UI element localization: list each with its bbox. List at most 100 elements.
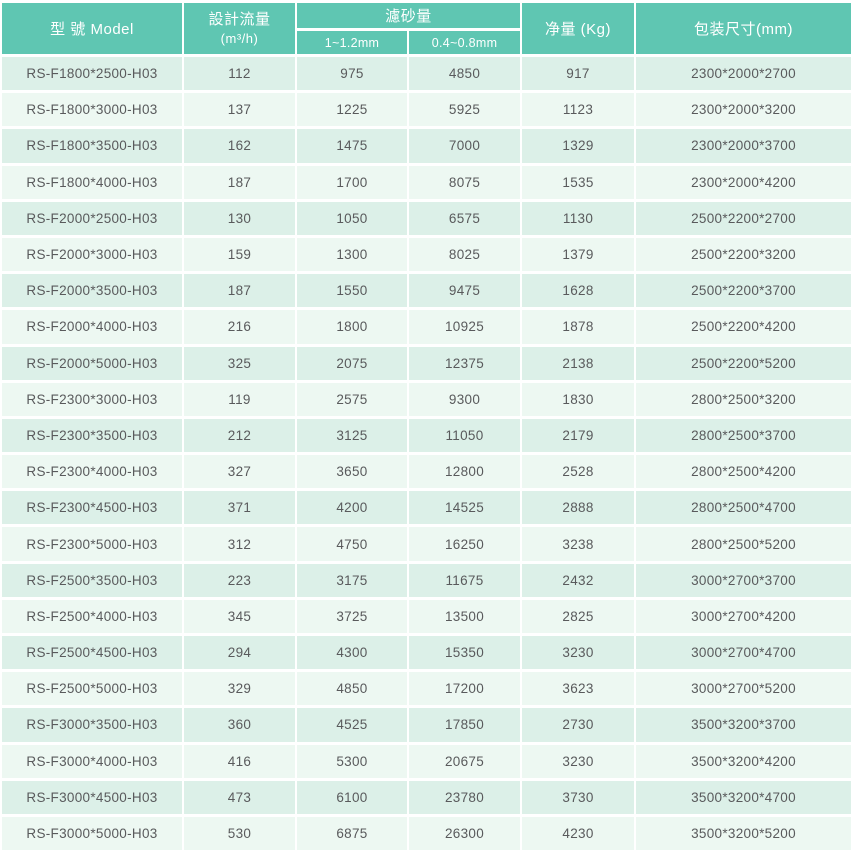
cell-sand-1-1-2mm: 1475 (295, 126, 409, 166)
cell-design-flow: 119 (182, 379, 297, 419)
cell-design-flow: 360 (182, 705, 297, 745)
design-flow-label: 設計流量 (208, 10, 271, 28)
cell-package-size: 3000*2700*4700 (634, 632, 851, 673)
cell-sand-0-4-0-8mm: 23780 (406, 777, 523, 817)
table-row: RS-F3000*3500-H03 360 4525 17850 2730 3500*32… (0, 705, 851, 745)
col-header-model: 型 號 Model (0, 0, 184, 57)
cell-package-size: 2500*2200*3700 (634, 271, 851, 311)
table-row: RS-F2500*4000-H03 345 3725 13500 2825 3000*27… (0, 596, 851, 637)
cell-sand-1-1-2mm: 2075 (295, 343, 409, 383)
cell-sand-1-1-2mm: 4850 (295, 669, 409, 709)
cell-sand-0-4-0-8mm: 9475 (406, 271, 523, 311)
table-row: RS-F2500*4500-H03 294 4300 15350 3230 3000*27… (0, 632, 851, 673)
cell-sand-0-4-0-8mm: 11675 (406, 560, 523, 600)
cell-sand-1-1-2mm: 6875 (295, 813, 409, 851)
cell-package-size: 2800*2500*3700 (634, 415, 851, 456)
cell-package-size: 2300*2000*2700 (634, 53, 851, 94)
col-header-package-size: 包装尺寸(mm) (634, 0, 851, 57)
cell-sand-0-4-0-8mm: 14525 (406, 488, 523, 528)
cell-net-weight: 3238 (520, 524, 637, 564)
cell-model: RS-F3000*5000-H03 (0, 813, 184, 851)
cell-net-weight: 2730 (520, 705, 637, 745)
design-flow-unit: (m³/h) (220, 30, 259, 46)
cell-net-weight: 2825 (520, 596, 637, 637)
cell-net-weight: 1535 (520, 162, 637, 202)
cell-design-flow: 212 (182, 415, 297, 456)
cell-model: RS-F2500*3500-H03 (0, 560, 184, 600)
cell-sand-0-4-0-8mm: 16250 (406, 524, 523, 564)
table-row: RS-F3000*4000-H03 416 5300 20675 3230 3500*32… (0, 741, 851, 781)
cell-sand-0-4-0-8mm: 8075 (406, 162, 523, 202)
cell-design-flow: 312 (182, 524, 297, 564)
cell-package-size: 2800*2500*4700 (634, 488, 851, 528)
cell-sand-1-1-2mm: 3125 (295, 415, 409, 456)
cell-package-size: 2500*2200*5200 (634, 343, 851, 383)
cell-model: RS-F2300*3500-H03 (0, 415, 184, 456)
cell-net-weight: 1379 (520, 234, 637, 275)
cell-package-size: 3500*3200*4700 (634, 777, 851, 817)
cell-model: RS-F2300*4500-H03 (0, 488, 184, 528)
cell-design-flow: 216 (182, 307, 297, 347)
table-row: RS-F1800*4000-H03 187 1700 8075 1535 2300*200… (0, 162, 851, 202)
cell-package-size: 3000*2700*3700 (634, 560, 851, 600)
cell-design-flow: 327 (182, 452, 297, 492)
cell-net-weight: 1329 (520, 126, 637, 166)
col-header-sand-group: 濾砂量 (294, 0, 523, 31)
cell-model: RS-F2000*3000-H03 (0, 234, 184, 275)
col-header-design-flow: 設計流量 (m³/h) (182, 0, 297, 57)
cell-sand-0-4-0-8mm: 17850 (406, 705, 523, 745)
cell-sand-1-1-2mm: 1800 (295, 307, 409, 347)
table-row: RS-F2300*3500-H03 212 3125 11050 2179 2800*25… (0, 415, 851, 456)
cell-sand-1-1-2mm: 1700 (295, 162, 409, 202)
cell-net-weight: 1628 (520, 271, 637, 311)
cell-net-weight: 1878 (520, 307, 637, 347)
cell-package-size: 3500*3200*3700 (634, 705, 851, 745)
cell-model: RS-F1800*3000-H03 (0, 90, 184, 130)
cell-sand-0-4-0-8mm: 9300 (406, 379, 523, 419)
cell-design-flow: 159 (182, 234, 297, 275)
cell-design-flow: 130 (182, 198, 297, 238)
table-row: RS-F1800*2500-H03 112 975 4850 917 2300*2000*… (0, 53, 851, 94)
table-header: 型 號 Model 設計流量 (m³/h) 濾砂量 净量 (Kg) 包装尺寸(m… (0, 0, 851, 57)
table-row: RS-F2000*5000-H03 325 2075 12375 2138 2500*22… (0, 343, 851, 383)
cell-package-size: 3000*2700*5200 (634, 669, 851, 709)
cell-net-weight: 2888 (520, 488, 637, 528)
cell-sand-0-4-0-8mm: 11050 (406, 415, 523, 456)
cell-package-size: 3500*3200*4200 (634, 741, 851, 781)
cell-design-flow: 137 (182, 90, 297, 130)
table-row: RS-F2000*3500-H03 187 1550 9475 1628 2500*220… (0, 271, 851, 311)
cell-net-weight: 2528 (520, 452, 637, 492)
cell-model: RS-F2300*4000-H03 (0, 452, 184, 492)
cell-sand-1-1-2mm: 3725 (295, 596, 409, 637)
cell-package-size: 2500*2200*3200 (634, 234, 851, 275)
cell-sand-1-1-2mm: 1300 (295, 234, 409, 275)
cell-sand-1-1-2mm: 6100 (295, 777, 409, 817)
cell-net-weight: 1123 (520, 90, 637, 130)
cell-model: RS-F3000*3500-H03 (0, 705, 184, 745)
cell-sand-1-1-2mm: 4750 (295, 524, 409, 564)
cell-net-weight: 2432 (520, 560, 637, 600)
cell-sand-0-4-0-8mm: 4850 (406, 53, 523, 94)
cell-sand-0-4-0-8mm: 17200 (406, 669, 523, 709)
table-row: RS-F2500*3500-H03 223 3175 11675 2432 3000*27… (0, 560, 851, 600)
cell-sand-1-1-2mm: 3175 (295, 560, 409, 600)
cell-model: RS-F2000*2500-H03 (0, 198, 184, 238)
cell-model: RS-F2500*4000-H03 (0, 596, 184, 637)
cell-net-weight: 3230 (520, 632, 637, 673)
cell-model: RS-F1800*3500-H03 (0, 126, 184, 166)
table-row: RS-F2000*2500-H03 130 1050 6575 1130 2500*220… (0, 198, 851, 238)
cell-model: RS-F1800*4000-H03 (0, 162, 184, 202)
cell-net-weight: 917 (520, 53, 637, 94)
cell-model: RS-F2000*3500-H03 (0, 271, 184, 311)
cell-net-weight: 2138 (520, 343, 637, 383)
cell-net-weight: 4230 (520, 813, 637, 851)
cell-design-flow: 187 (182, 162, 297, 202)
table-row: RS-F1800*3000-H03 137 1225 5925 1123 2300*200… (0, 90, 851, 130)
cell-sand-1-1-2mm: 975 (295, 53, 409, 94)
cell-model: RS-F3000*4500-H03 (0, 777, 184, 817)
table-row: RS-F2300*4500-H03 371 4200 14525 2888 2800*25… (0, 488, 851, 528)
cell-package-size: 2500*2200*2700 (634, 198, 851, 238)
table-row: RS-F2000*3000-H03 159 1300 8025 1379 2500*220… (0, 234, 851, 275)
